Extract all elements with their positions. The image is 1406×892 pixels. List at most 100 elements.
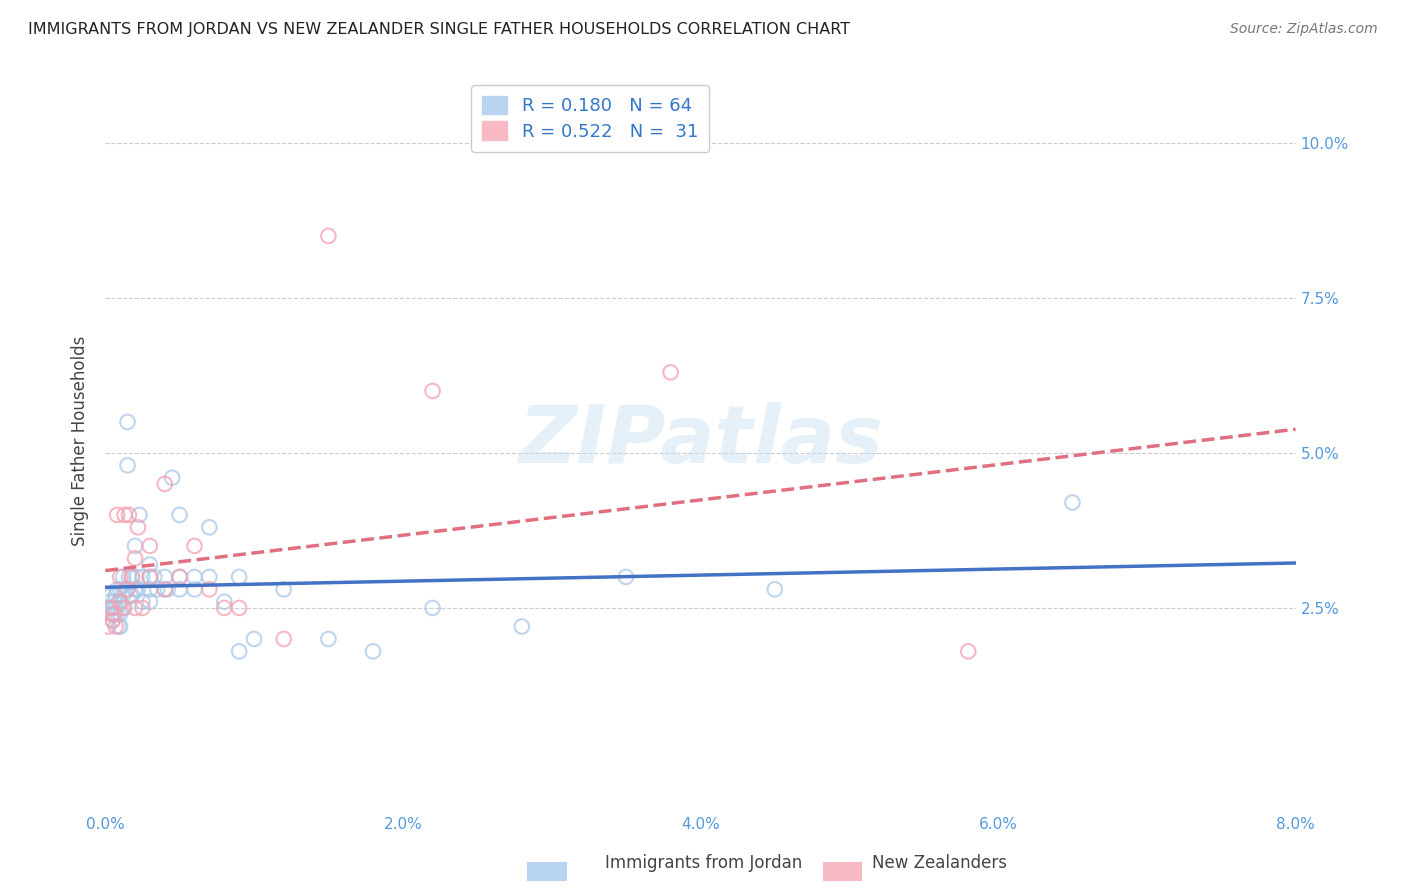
Point [105,508,128,522]
Point [108,595,131,609]
Point [228,601,250,615]
Legend: R = 0.180   N = 64, R = 0.522   N =  31: R = 0.180 N = 64, R = 0.522 N = 31 [471,85,709,152]
Point [153,582,176,597]
Point [153,477,176,491]
Point [139,558,162,572]
Point [318,228,340,243]
Text: IMMIGRANTS FROM JORDAN VS NEW ZEALANDER SINGLE FATHER HOUSEHOLDS CORRELATION CHA: IMMIGRANTS FROM JORDAN VS NEW ZEALANDER … [28,22,851,37]
Point [153,582,176,597]
Point [125,570,148,584]
Point [273,632,295,646]
Point [105,607,128,621]
Point [121,589,143,603]
Y-axis label: Single Father Households: Single Father Households [72,335,89,546]
Text: ZIPatlas: ZIPatlas [517,401,883,480]
Point [169,570,191,584]
Point [118,508,141,522]
Point [198,520,221,534]
Point [243,632,266,646]
Point [114,508,136,522]
Point [108,570,131,584]
Point [101,613,124,627]
Point [118,570,141,584]
Point [212,595,235,609]
Point [139,595,162,609]
Point [143,570,166,584]
Point [124,582,146,597]
Point [117,458,139,473]
Point [120,589,142,603]
Point [659,365,682,379]
Point [115,582,138,597]
Point [121,570,143,584]
Point [169,570,191,584]
Point [183,570,205,584]
Point [318,632,340,646]
Point [98,595,121,609]
Point [124,539,146,553]
Point [139,570,162,584]
Point [103,607,125,621]
Point [139,582,162,597]
Point [763,582,786,597]
Point [104,589,127,603]
Point [117,582,139,597]
Point [273,582,295,597]
Point [198,582,221,597]
Point [131,601,153,615]
Point [153,570,176,584]
Point [114,601,136,615]
Point [510,619,533,633]
Point [112,601,135,615]
Point [1062,495,1084,509]
Point [108,607,131,621]
Point [124,551,146,566]
Point [103,595,125,609]
Point [139,539,162,553]
Point [212,601,235,615]
Point [101,613,124,627]
Point [100,589,122,603]
Point [97,619,120,633]
Point [614,570,637,584]
Point [117,415,139,429]
Point [422,601,444,615]
Point [104,619,127,633]
Point [105,582,128,597]
Point [101,601,124,615]
Point [169,582,191,597]
Point [108,595,131,609]
Point [107,619,129,633]
Point [108,619,131,633]
Point [97,601,120,615]
Point [156,582,179,597]
Point [228,644,250,658]
Point [957,644,980,658]
Point [124,601,146,615]
Point [127,582,149,597]
Text: New Zealanders: New Zealanders [872,855,1007,872]
Point [100,607,122,621]
Point [131,570,153,584]
Point [121,570,143,584]
Point [108,582,131,597]
Point [146,582,169,597]
Point [103,607,125,621]
Point [183,539,205,553]
Point [422,384,444,398]
Point [107,595,129,609]
Point [361,644,384,658]
Point [183,582,205,597]
Point [169,508,191,522]
Point [139,570,162,584]
Point [228,570,250,584]
Point [131,595,153,609]
Point [160,471,183,485]
Point [128,508,150,522]
Point [127,520,149,534]
Point [112,570,135,584]
Text: Immigrants from Jordan: Immigrants from Jordan [605,855,801,872]
Point [100,601,122,615]
Point [198,570,221,584]
Text: Source: ZipAtlas.com: Source: ZipAtlas.com [1230,22,1378,37]
